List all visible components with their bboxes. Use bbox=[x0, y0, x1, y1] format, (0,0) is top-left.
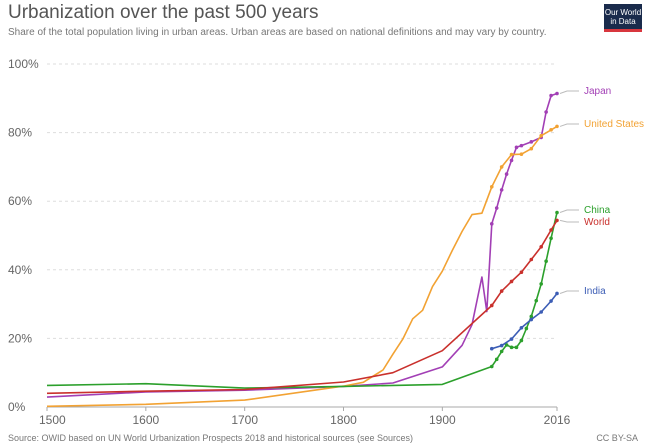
data-point[interactable] bbox=[539, 282, 543, 286]
x-tick-label: 1600 bbox=[132, 413, 159, 427]
data-point[interactable] bbox=[489, 364, 494, 369]
data-point[interactable] bbox=[509, 152, 514, 157]
series-line-united-states[interactable] bbox=[46, 125, 558, 408]
data-point[interactable] bbox=[519, 143, 524, 148]
label-connector bbox=[559, 209, 579, 213]
data-point[interactable] bbox=[499, 343, 504, 348]
series-line-japan[interactable] bbox=[46, 92, 558, 398]
data-point[interactable] bbox=[494, 206, 499, 210]
data-point[interactable] bbox=[489, 303, 494, 308]
data-point[interactable] bbox=[529, 146, 534, 151]
data-point[interactable] bbox=[489, 222, 494, 226]
license-link[interactable]: CC BY-SA bbox=[596, 433, 638, 443]
chart-subtitle: Share of the total population living in … bbox=[8, 27, 547, 38]
data-point[interactable] bbox=[509, 158, 514, 163]
data-point[interactable] bbox=[509, 279, 514, 284]
data-point[interactable] bbox=[555, 218, 559, 223]
data-point[interactable] bbox=[539, 245, 543, 249]
y-tick-label: 20% bbox=[8, 331, 32, 345]
data-point[interactable] bbox=[504, 343, 509, 347]
data-point[interactable] bbox=[529, 317, 534, 322]
data-point[interactable] bbox=[489, 184, 494, 189]
label-connector bbox=[559, 219, 579, 223]
data-point[interactable] bbox=[519, 152, 524, 157]
data-point[interactable] bbox=[509, 345, 514, 350]
data-point[interactable] bbox=[504, 172, 509, 176]
y-tick-label: 100% bbox=[8, 57, 39, 71]
data-point[interactable] bbox=[549, 236, 553, 241]
data-point[interactable] bbox=[534, 298, 539, 303]
data-point[interactable] bbox=[499, 349, 504, 354]
data-point[interactable] bbox=[519, 338, 524, 343]
data-point[interactable] bbox=[555, 91, 559, 96]
data-point[interactable] bbox=[544, 110, 548, 114]
data-point[interactable] bbox=[514, 345, 519, 350]
data-point[interactable] bbox=[539, 310, 543, 314]
series-label-japan[interactable]: Japan bbox=[584, 86, 611, 97]
data-point[interactable] bbox=[489, 346, 494, 351]
y-tick-label: 0% bbox=[8, 400, 26, 414]
x-axis-ticks: 1500 1600 1700 1800 1900 2016 bbox=[39, 407, 571, 427]
data-point[interactable] bbox=[499, 289, 504, 293]
owid-logo[interactable]: Our World in Data bbox=[604, 4, 642, 32]
y-tick-label: 80% bbox=[8, 126, 32, 140]
x-tick-label: 1500 bbox=[39, 413, 66, 427]
x-tick-label: 1900 bbox=[429, 413, 456, 427]
data-point[interactable] bbox=[549, 128, 553, 132]
series-label-world[interactable]: World bbox=[584, 217, 610, 228]
data-point[interactable] bbox=[509, 337, 514, 341]
data-point[interactable] bbox=[555, 124, 559, 129]
series-line-china[interactable] bbox=[46, 212, 558, 389]
x-tick-label: 1800 bbox=[330, 413, 357, 427]
data-point[interactable] bbox=[499, 188, 504, 192]
data-point[interactable] bbox=[519, 270, 524, 275]
y-tick-label: 60% bbox=[8, 194, 32, 208]
logo-line-1: Our World bbox=[604, 8, 642, 17]
y-tick-label: 40% bbox=[8, 263, 32, 277]
data-point[interactable] bbox=[549, 299, 553, 303]
data-point[interactable] bbox=[555, 210, 559, 215]
data-point[interactable] bbox=[549, 93, 553, 98]
y-axis-ticks: 0% 20% 40% 60% 80% 100% bbox=[8, 57, 39, 414]
series-lines bbox=[46, 91, 559, 408]
line-chart: 0% 20% 40% 60% 80% 100% 1500 1600 1700 1800 1900 2… bbox=[8, 57, 644, 427]
x-tick-label: 1700 bbox=[231, 413, 258, 427]
series-label-china[interactable]: China bbox=[584, 205, 611, 216]
series-label-india[interactable]: India bbox=[584, 286, 606, 297]
data-point[interactable] bbox=[529, 314, 534, 319]
series-line-india[interactable] bbox=[491, 293, 558, 350]
data-point[interactable] bbox=[529, 257, 534, 262]
data-point[interactable] bbox=[529, 140, 534, 144]
data-point[interactable] bbox=[499, 165, 504, 169]
data-point[interactable] bbox=[494, 357, 499, 362]
series-label-united-states[interactable]: United States bbox=[584, 119, 644, 130]
data-point[interactable] bbox=[539, 133, 543, 138]
series-line-world[interactable] bbox=[46, 219, 558, 395]
grid-lines bbox=[47, 63, 557, 408]
data-point[interactable] bbox=[524, 326, 529, 331]
data-point[interactable] bbox=[555, 291, 559, 296]
x-tick-label: 2016 bbox=[544, 413, 571, 427]
label-connector bbox=[559, 90, 579, 94]
chart-title: Urbanization over the past 500 years bbox=[8, 2, 319, 23]
data-point[interactable] bbox=[544, 259, 548, 264]
data-point[interactable] bbox=[549, 228, 553, 232]
source-note[interactable]: Source: OWID based on UN World Urbanizat… bbox=[8, 433, 414, 443]
data-point[interactable] bbox=[519, 325, 524, 330]
label-connector bbox=[559, 290, 579, 294]
label-connector bbox=[559, 123, 579, 127]
data-point[interactable] bbox=[514, 145, 519, 150]
logo-line-2: in Data bbox=[610, 17, 636, 26]
